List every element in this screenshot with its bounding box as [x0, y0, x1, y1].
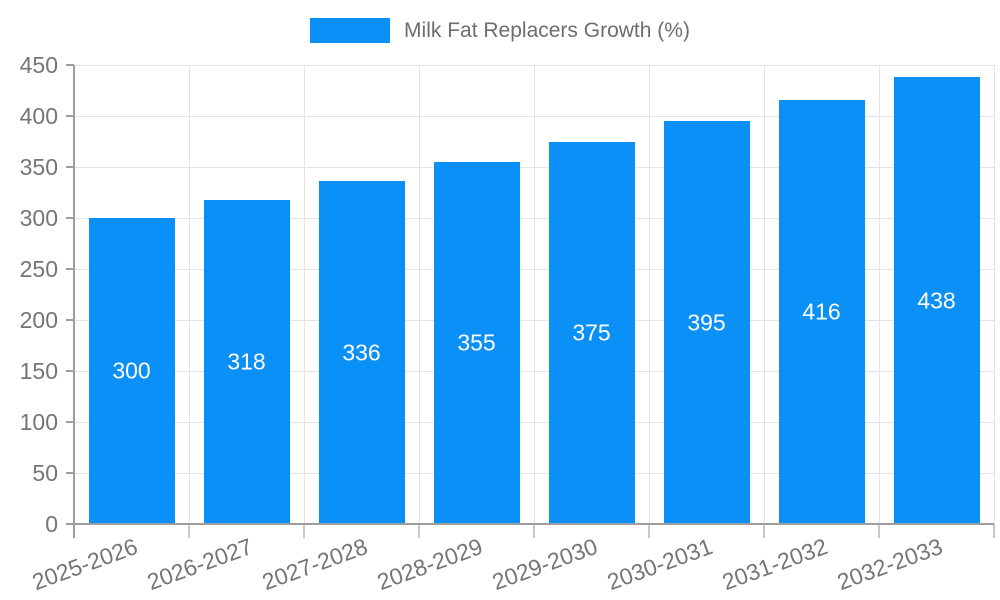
bar[interactable]	[203, 199, 290, 524]
y-axis-tick	[66, 115, 74, 117]
x-axis-tick	[763, 524, 765, 538]
x-gridline	[993, 65, 995, 524]
x-axis-label: 2025-2026	[28, 533, 141, 596]
y-axis-tick	[66, 421, 74, 423]
bar-value-label: 336	[342, 339, 381, 366]
y-axis-tick	[66, 523, 74, 525]
x-gridline	[303, 65, 305, 524]
y-axis-tick	[66, 64, 74, 66]
bar-value-label: 355	[457, 329, 496, 356]
x-axis-label: 2028-2029	[373, 533, 486, 596]
x-axis-label: 2032-2033	[833, 533, 946, 596]
y-axis-tick	[66, 268, 74, 270]
x-axis-tick	[303, 524, 305, 538]
bar-value-label: 395	[687, 309, 726, 336]
x-gridline	[188, 65, 190, 524]
y-axis-label: 150	[19, 358, 58, 384]
x-axis-tick	[993, 524, 995, 538]
x-gridline	[763, 65, 765, 524]
bar-value-label: 318	[227, 348, 266, 375]
y-axis-tick	[66, 472, 74, 474]
x-gridline	[418, 65, 420, 524]
legend-swatch	[310, 18, 391, 43]
y-axis-label: 0	[45, 511, 58, 537]
x-gridline	[648, 65, 650, 524]
bar-value-label: 438	[917, 287, 956, 314]
x-axis-tick	[878, 524, 880, 538]
bar-value-label: 416	[802, 298, 841, 325]
y-axis-tick	[66, 217, 74, 219]
bar[interactable]	[433, 161, 520, 524]
y-axis-tick	[66, 370, 74, 372]
x-gridline	[533, 65, 535, 524]
x-axis-tick	[533, 524, 535, 538]
bar[interactable]	[548, 141, 635, 524]
bar-value-label: 375	[572, 319, 611, 346]
y-axis-label: 100	[19, 409, 58, 435]
bar[interactable]	[778, 99, 865, 524]
x-axis-label: 2026-2027	[143, 533, 256, 596]
bar[interactable]	[88, 218, 175, 524]
y-axis-label: 250	[19, 256, 58, 282]
x-gridline	[878, 65, 880, 524]
y-axis-tick	[66, 166, 74, 168]
bar[interactable]	[663, 121, 750, 524]
x-axis-label: 2027-2028	[258, 533, 371, 596]
y-axis-label: 350	[19, 154, 58, 180]
y-axis-label: 450	[19, 52, 58, 78]
bar-value-label: 300	[112, 357, 151, 384]
x-axis-label: 2029-2030	[488, 533, 601, 596]
x-axis-line	[74, 523, 994, 525]
y-axis-label: 400	[19, 103, 58, 129]
legend[interactable]: Milk Fat Replacers Growth (%)	[0, 18, 1000, 43]
x-axis-tick	[188, 524, 190, 538]
x-axis-label: 2031-2032	[718, 533, 831, 596]
bar[interactable]	[893, 77, 980, 524]
bar[interactable]	[318, 181, 405, 524]
x-axis-label: 2030-2031	[603, 533, 716, 596]
y-axis-label: 200	[19, 307, 58, 333]
y-axis-label: 300	[19, 205, 58, 231]
x-axis-tick	[418, 524, 420, 538]
y-axis-line	[73, 65, 75, 538]
y-axis-label: 50	[32, 460, 58, 486]
legend-label: Milk Fat Replacers Growth (%)	[404, 18, 690, 42]
x-axis-tick	[648, 524, 650, 538]
y-axis-tick	[66, 319, 74, 321]
